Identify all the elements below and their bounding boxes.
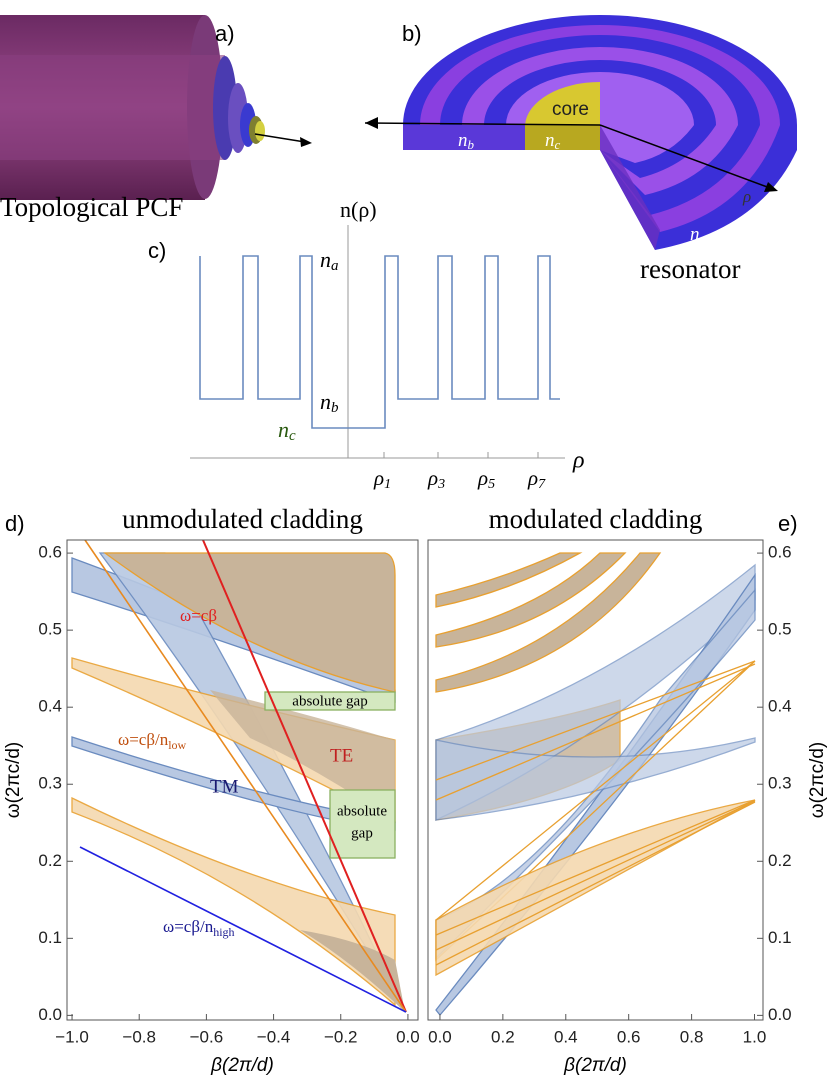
panel-label: c) xyxy=(148,238,166,263)
pcf-label: Topological PCF xyxy=(0,192,183,222)
y-tick-label: 0.6 xyxy=(38,543,62,562)
y-axis-label: ω(2πc/d) xyxy=(807,742,828,819)
x-tick-label: 0.6 xyxy=(617,1027,641,1046)
y-tick-label: 0.3 xyxy=(38,774,62,793)
rho-label: ρ xyxy=(742,187,751,206)
x-tick-label: 0.0 xyxy=(396,1027,420,1046)
x-tick-label: 0.8 xyxy=(680,1027,704,1046)
x-tick-label: 0.0 xyxy=(428,1027,452,1046)
x-tick-label: −0.4 xyxy=(257,1027,291,1046)
rho-tick: ρ1 xyxy=(373,466,391,492)
y-tick-label: 0.2 xyxy=(38,851,62,870)
na-level: na xyxy=(320,247,339,274)
y-tick-label: 0.4 xyxy=(38,697,62,716)
plots: −1.0 −0.8 −0.6 −0.4 −0.2 0.0 0.0 0.1 0.2 0.3 0.4 0.… xyxy=(3,504,828,1076)
rho-sub: 1 xyxy=(384,477,391,492)
y-tick-label: 0.5 xyxy=(768,620,792,639)
nc-level: nc xyxy=(278,417,296,444)
x-tick-label: −1.0 xyxy=(55,1027,89,1046)
rho-base: ρ xyxy=(373,466,384,490)
x-tick-label: −0.8 xyxy=(122,1027,156,1046)
x-axis-label: β(2π/d) xyxy=(210,1055,274,1076)
plot-title: modulated cladding xyxy=(489,504,703,534)
rho-sub: 7 xyxy=(538,477,546,492)
rho-sub: 5 xyxy=(488,477,495,492)
y-tick-label: 0.1 xyxy=(768,928,792,947)
y-tick-label: 0.0 xyxy=(768,1005,792,1024)
y-axis-label: ω(2πc/d) xyxy=(3,742,24,819)
profile-ylabel: n(ρ) xyxy=(340,197,377,222)
gap-label: absolute xyxy=(337,803,387,819)
light-line-label: ω=cβ xyxy=(180,606,217,625)
plot-frame xyxy=(66,539,419,1021)
te-label: TE xyxy=(330,745,353,766)
plot-frame xyxy=(427,539,764,1021)
resonator-illustration xyxy=(364,15,797,250)
rho-sub: 3 xyxy=(437,477,445,492)
fiber-illustration xyxy=(0,15,312,200)
nb-label: nb xyxy=(458,130,475,152)
band-diagram-e xyxy=(435,552,756,1017)
band-diagram-d xyxy=(71,539,407,1013)
low-line-label: ω=cβ/nlow xyxy=(118,730,187,752)
y-tick-label: 0.2 xyxy=(768,851,792,870)
y-tick-label: 0.0 xyxy=(38,1005,62,1024)
panel-label: d) xyxy=(5,511,25,536)
x-tick-label: 0.2 xyxy=(491,1027,515,1046)
rho-base: ρ xyxy=(527,466,538,490)
x-tick-label: −0.2 xyxy=(324,1027,358,1046)
index-profile xyxy=(199,255,560,429)
rho-tick: ρ3 xyxy=(427,466,445,492)
resonator-label: resonator xyxy=(640,254,740,284)
y-tick-label: 0.6 xyxy=(768,543,792,562)
plot-title: unmodulated cladding xyxy=(122,504,363,534)
profile-xlabel: ρ xyxy=(572,448,585,474)
tm-label: TM xyxy=(210,776,239,797)
core-label: core xyxy=(552,99,589,120)
y-tick-label: 0.5 xyxy=(38,620,62,639)
profile-ticks: ρ1 ρ3 ρ5 ρ7 xyxy=(373,452,546,492)
panel-label: e) xyxy=(778,511,798,536)
rho-tick: ρ7 xyxy=(527,466,546,492)
y-tick-label: 0.1 xyxy=(38,928,62,947)
rho-base: ρ xyxy=(477,466,488,490)
nb-level: nb xyxy=(320,389,339,416)
panel-label: a) xyxy=(215,21,235,46)
rho-tick: ρ5 xyxy=(477,466,495,492)
nc-label: nc xyxy=(545,130,561,152)
x-tick-label: −0.6 xyxy=(190,1027,224,1046)
y-tick-label: 0.4 xyxy=(768,697,792,716)
x-tick-label: 1.0 xyxy=(743,1027,767,1046)
rho-base: ρ xyxy=(427,466,438,490)
y-tick-label: 0.3 xyxy=(768,774,792,793)
x-tick-label: 0.4 xyxy=(554,1027,578,1046)
gap-label: absolute gap xyxy=(292,693,367,709)
na-label: na xyxy=(690,224,707,246)
panel-label: b) xyxy=(402,21,422,46)
gap-label: gap xyxy=(351,825,373,841)
x-axis-label: β(2π/d) xyxy=(563,1055,627,1076)
high-line-label: ω=cβ/nhigh xyxy=(163,917,235,939)
